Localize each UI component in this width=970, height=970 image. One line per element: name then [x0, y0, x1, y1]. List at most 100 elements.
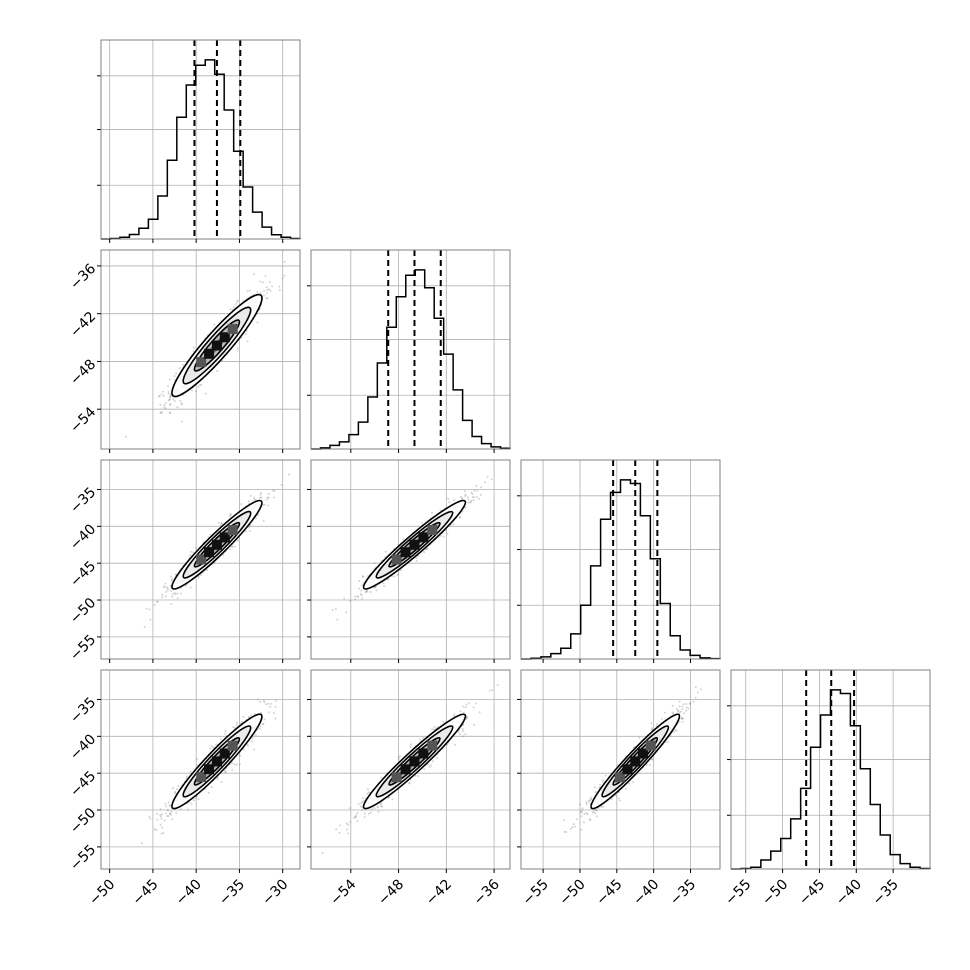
- sample-point: [428, 765, 431, 768]
- sample-point: [249, 494, 252, 497]
- sample-point: [361, 575, 364, 578]
- sample-point: [338, 824, 341, 827]
- sample-point: [258, 727, 261, 730]
- density-block: [204, 348, 215, 359]
- sample-point: [465, 717, 468, 720]
- scatter-panel-1-2: [307, 459, 511, 663]
- sample-point: [161, 813, 164, 816]
- sample-point: [575, 818, 578, 821]
- sample-point: [209, 747, 212, 750]
- histogram-panel-1: [307, 249, 511, 453]
- sample-point: [469, 501, 472, 504]
- sample-point: [217, 522, 220, 525]
- x-tick-label: −45: [796, 876, 828, 908]
- sample-point: [373, 562, 376, 565]
- sample-point: [271, 285, 274, 288]
- sample-point: [199, 574, 202, 577]
- sample-point: [459, 710, 462, 713]
- histogram-step: [101, 59, 301, 240]
- sample-point: [280, 483, 283, 486]
- sample-point: [415, 559, 418, 562]
- sample-point: [160, 411, 163, 414]
- sample-point: [423, 551, 426, 554]
- sample-point: [423, 768, 426, 771]
- sample-point: [190, 550, 193, 553]
- sample-point: [192, 346, 195, 349]
- sample-point: [589, 818, 592, 821]
- sample-point: [360, 594, 363, 597]
- sample-point: [281, 277, 284, 280]
- sample-point: [366, 792, 369, 795]
- sample-point: [244, 530, 247, 533]
- density-block: [204, 764, 215, 775]
- panel-frame: [100, 669, 301, 870]
- sample-point: [656, 722, 659, 725]
- sample-point: [355, 814, 358, 817]
- sample-point: [358, 587, 361, 590]
- sample-point: [239, 754, 242, 757]
- sample-point: [343, 597, 346, 600]
- sample-point: [166, 809, 169, 812]
- sample-point: [252, 496, 255, 499]
- sample-point: [170, 602, 173, 605]
- scatter-cloud: [562, 686, 702, 834]
- x-tick-label: −42: [423, 876, 455, 908]
- sample-point: [478, 498, 481, 501]
- sample-point: [259, 725, 262, 728]
- sample-point: [125, 435, 128, 438]
- sample-point: [165, 586, 168, 589]
- sample-point: [197, 576, 200, 579]
- sample-point: [398, 755, 401, 758]
- sample-point: [383, 585, 386, 588]
- sample-point: [464, 495, 467, 498]
- sample-point: [472, 499, 475, 502]
- sample-point: [364, 590, 367, 593]
- sample-point: [396, 574, 399, 577]
- sample-point: [177, 785, 180, 788]
- sample-point: [210, 745, 213, 748]
- sample-point: [387, 796, 390, 799]
- sample-point: [161, 593, 164, 596]
- sample-point: [149, 618, 152, 621]
- density-block: [400, 547, 411, 558]
- sample-point: [169, 411, 172, 414]
- sample-point: [462, 705, 465, 708]
- sample-point: [426, 547, 429, 550]
- sample-point: [453, 498, 456, 501]
- sample-point: [174, 790, 177, 793]
- sample-point: [439, 509, 442, 512]
- sample-point: [478, 711, 481, 714]
- sample-point: [166, 589, 169, 592]
- sample-point: [262, 699, 265, 702]
- sample-point: [465, 715, 468, 718]
- sample-point: [278, 285, 281, 288]
- sample-point: [473, 490, 476, 493]
- sample-point: [168, 378, 171, 381]
- sample-point: [174, 573, 177, 576]
- sample-point: [269, 289, 272, 292]
- sample-point: [365, 589, 368, 592]
- sample-point: [595, 815, 598, 818]
- sample-point: [247, 716, 250, 719]
- sample-point: [496, 684, 499, 687]
- sample-point: [356, 595, 359, 598]
- sample-point: [230, 514, 233, 517]
- sample-point: [461, 510, 464, 513]
- sample-point: [266, 297, 269, 300]
- sample-point: [391, 798, 394, 801]
- sample-point: [165, 401, 168, 404]
- density-block: [400, 764, 411, 775]
- sample-point: [169, 403, 172, 406]
- sample-point: [360, 801, 363, 804]
- sample-point: [195, 758, 198, 761]
- sample-point: [490, 478, 493, 481]
- sample-point: [259, 496, 262, 499]
- sample-point: [354, 598, 357, 601]
- y-tick-label: −50: [67, 595, 99, 627]
- sample-point: [354, 816, 357, 819]
- panel-frame: [100, 39, 301, 240]
- sample-point: [259, 700, 262, 703]
- sample-point: [446, 532, 449, 535]
- scatter-cloud: [140, 698, 277, 845]
- y-tick-label: −48: [67, 356, 99, 388]
